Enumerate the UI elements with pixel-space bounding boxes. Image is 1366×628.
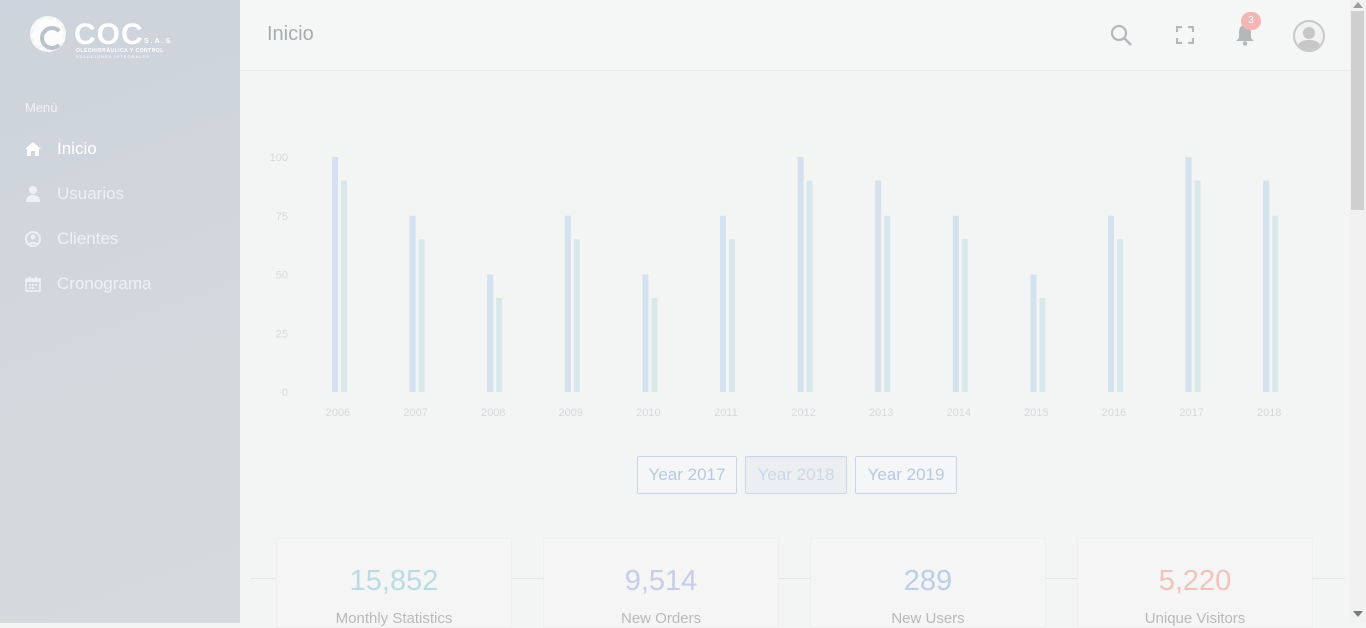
sidebar-item-label: Inicio xyxy=(57,139,97,158)
year-2019-button[interactable]: Year 2019 xyxy=(855,456,957,494)
user-circle-icon xyxy=(25,231,41,247)
stat-card-visitors: 5,220 Unique Visitors xyxy=(1077,538,1313,628)
bar-chart: 0 25 50 75 100 2006 2007 2008 2009 2010 2011 2012 20… xyxy=(270,152,1282,419)
bar[interactable] xyxy=(729,239,735,392)
x-tick-label: 2006 xyxy=(326,407,350,419)
bar[interactable] xyxy=(1117,239,1123,392)
x-tick-label: 2011 xyxy=(714,407,738,419)
bar[interactable] xyxy=(409,215,416,392)
bar[interactable] xyxy=(487,274,494,393)
stat-label: Monthly Statistics xyxy=(335,610,453,627)
x-tick-label: 2010 xyxy=(636,407,660,419)
bar[interactable] xyxy=(797,157,804,392)
x-tick-label: 2016 xyxy=(1102,407,1126,419)
x-tick-label: 2014 xyxy=(947,407,971,419)
bar[interactable] xyxy=(418,239,425,392)
bar[interactable] xyxy=(806,180,813,393)
logo-subtitle-2: SOLUCIONES INTEGRALES xyxy=(76,54,150,59)
bar[interactable] xyxy=(720,215,726,392)
logo-subtitle: OLEOHIDRÁULICA Y CONTROL xyxy=(76,48,164,54)
logo-text: COC xyxy=(74,18,144,51)
x-tick-label: 2009 xyxy=(559,407,583,419)
top-bar: Inicio xyxy=(240,0,1350,71)
sidebar-item-label: Usuarios xyxy=(57,184,125,203)
year-2018-button[interactable]: Year 2018 xyxy=(745,456,847,494)
bar[interactable] xyxy=(952,215,959,392)
user-icon xyxy=(25,186,41,202)
bar[interactable] xyxy=(1194,180,1201,393)
search-icon[interactable] xyxy=(1108,22,1134,48)
bar[interactable] xyxy=(564,215,571,392)
sidebar-item-cronograma[interactable]: Cronograma xyxy=(25,272,152,296)
bar[interactable] xyxy=(341,180,347,393)
bar[interactable] xyxy=(1272,215,1279,392)
bar[interactable] xyxy=(1039,298,1046,392)
sidebar-item-inicio[interactable]: Inicio xyxy=(25,137,97,161)
stat-value: 9,514 xyxy=(624,565,698,597)
stat-card-orders: 9,514 New Orders xyxy=(543,538,779,628)
divider xyxy=(250,578,1345,579)
bar[interactable] xyxy=(961,239,968,392)
year-2017-button[interactable]: Year 2017 xyxy=(637,456,737,494)
stat-card-monthly: 15,852 Monthly Statistics xyxy=(276,538,512,628)
x-tick-label: 2018 xyxy=(1257,407,1281,419)
stat-value: 5,220 xyxy=(1158,565,1232,597)
stat-card-users: 289 New Users xyxy=(810,538,1046,628)
logo-mark xyxy=(30,16,66,52)
stat-label: Unique Visitors xyxy=(1144,610,1246,627)
bar[interactable] xyxy=(1030,274,1037,393)
stat-value: 15,852 xyxy=(349,565,439,597)
stat-value: 289 xyxy=(903,565,953,597)
bar[interactable] xyxy=(496,298,503,392)
y-tick-label: 50 xyxy=(276,270,288,282)
bar[interactable] xyxy=(332,157,338,392)
scroll-up-arrow-icon[interactable] xyxy=(1353,2,1363,8)
bar[interactable] xyxy=(651,298,658,392)
stat-label: New Users xyxy=(891,610,965,627)
sidebar-item-label: Clientes xyxy=(57,229,119,248)
calendar-icon xyxy=(25,276,41,292)
sidebar-item-label: Cronograma xyxy=(57,274,152,293)
y-tick-label: 0 xyxy=(282,387,288,399)
page-title: Inicio xyxy=(267,23,314,45)
x-tick-label: 2017 xyxy=(1179,407,1203,419)
logo-suffix: S.A.S xyxy=(144,38,173,45)
y-tick-label: 100 xyxy=(270,152,288,164)
bar[interactable] xyxy=(1108,215,1114,392)
sidebar-item-usuarios[interactable]: Usuarios xyxy=(25,182,124,206)
sidebar-item-clientes[interactable]: Clientes xyxy=(25,227,118,251)
x-tick-label: 2012 xyxy=(791,407,815,419)
fullscreen-icon[interactable] xyxy=(1172,22,1198,48)
company-logo[interactable]: COC S.A.S OLEOHIDRÁULICA Y CONTROL SOLUC… xyxy=(30,16,180,66)
x-tick-label: 2008 xyxy=(481,407,505,419)
bar[interactable] xyxy=(1263,180,1270,393)
y-tick-label: 75 xyxy=(276,211,288,223)
home-icon xyxy=(25,141,41,157)
scroll-down-arrow-icon[interactable] xyxy=(1353,611,1363,617)
bar[interactable] xyxy=(875,180,882,393)
bar[interactable] xyxy=(1185,157,1192,392)
x-tick-label: 2015 xyxy=(1024,407,1048,419)
bar[interactable] xyxy=(884,215,891,392)
avatar[interactable] xyxy=(1293,20,1325,52)
x-tick-label: 2007 xyxy=(403,407,427,419)
bar[interactable] xyxy=(573,239,580,392)
sidebar: COC S.A.S OLEOHIDRÁULICA Y CONTROL SOLUC… xyxy=(0,0,240,623)
scrollbar-thumb[interactable] xyxy=(1351,11,1364,210)
bar[interactable] xyxy=(642,274,649,393)
menu-title: Menú xyxy=(25,100,58,115)
notification-badge: 3 xyxy=(1241,12,1261,30)
y-tick-label: 25 xyxy=(276,328,288,340)
x-tick-label: 2013 xyxy=(869,407,893,419)
stat-label: New Orders xyxy=(620,610,702,627)
